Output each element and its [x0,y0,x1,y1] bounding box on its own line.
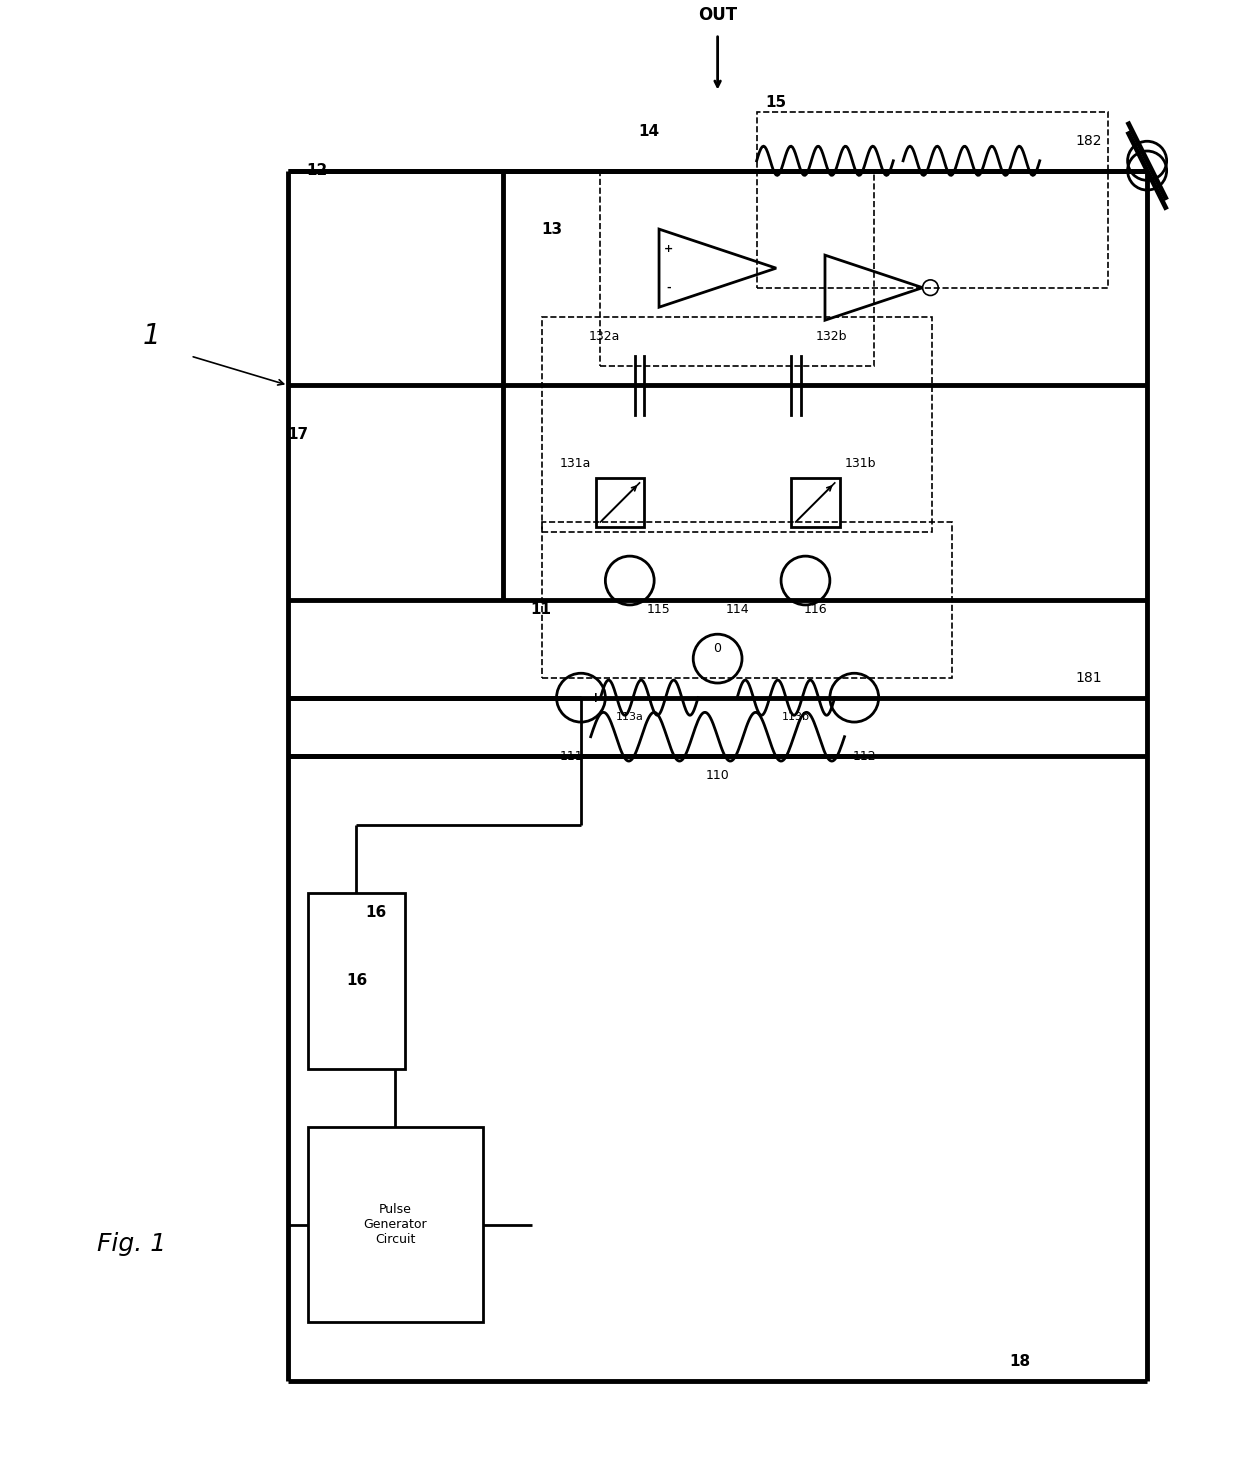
Text: 116: 116 [804,604,827,616]
Text: 17: 17 [288,427,309,441]
Text: 132b: 132b [815,330,847,343]
Text: -: - [831,689,838,707]
Text: 15: 15 [765,95,786,110]
Bar [308,1127,484,1322]
Bar [600,170,874,366]
Text: +: + [665,243,673,254]
Text: 131b: 131b [844,457,875,471]
Text: 181: 181 [1075,671,1102,685]
Text: 11: 11 [531,603,552,617]
Text: 18: 18 [1009,1355,1030,1369]
Bar [542,522,952,679]
Text: 13: 13 [541,221,562,236]
Text: 132a: 132a [589,330,620,343]
Text: 114: 114 [725,604,749,616]
Bar [308,893,405,1069]
Text: 16: 16 [346,973,367,988]
Text: 16: 16 [366,905,387,919]
Bar [595,478,645,526]
Text: 0: 0 [713,642,722,655]
Text: 113b: 113b [781,712,810,723]
Text: OUT: OUT [698,6,737,23]
Text: 113a: 113a [616,712,644,723]
Bar [791,478,839,526]
Text: 14: 14 [639,125,660,139]
Text: Pulse
Generator
Circuit: Pulse Generator Circuit [363,1204,428,1246]
Text: +: + [590,690,601,705]
Text: 1: 1 [143,323,160,350]
Text: 110: 110 [706,770,729,783]
Text: 112: 112 [852,749,875,762]
Bar [756,111,1109,287]
Text: 131a: 131a [559,457,590,471]
Text: 182: 182 [1075,135,1102,148]
Text: 111: 111 [559,749,583,762]
Bar [542,317,932,532]
Text: 12: 12 [306,163,329,177]
Text: -: - [666,283,671,293]
Text: Fig. 1: Fig. 1 [98,1233,166,1256]
Text: 115: 115 [647,604,671,616]
